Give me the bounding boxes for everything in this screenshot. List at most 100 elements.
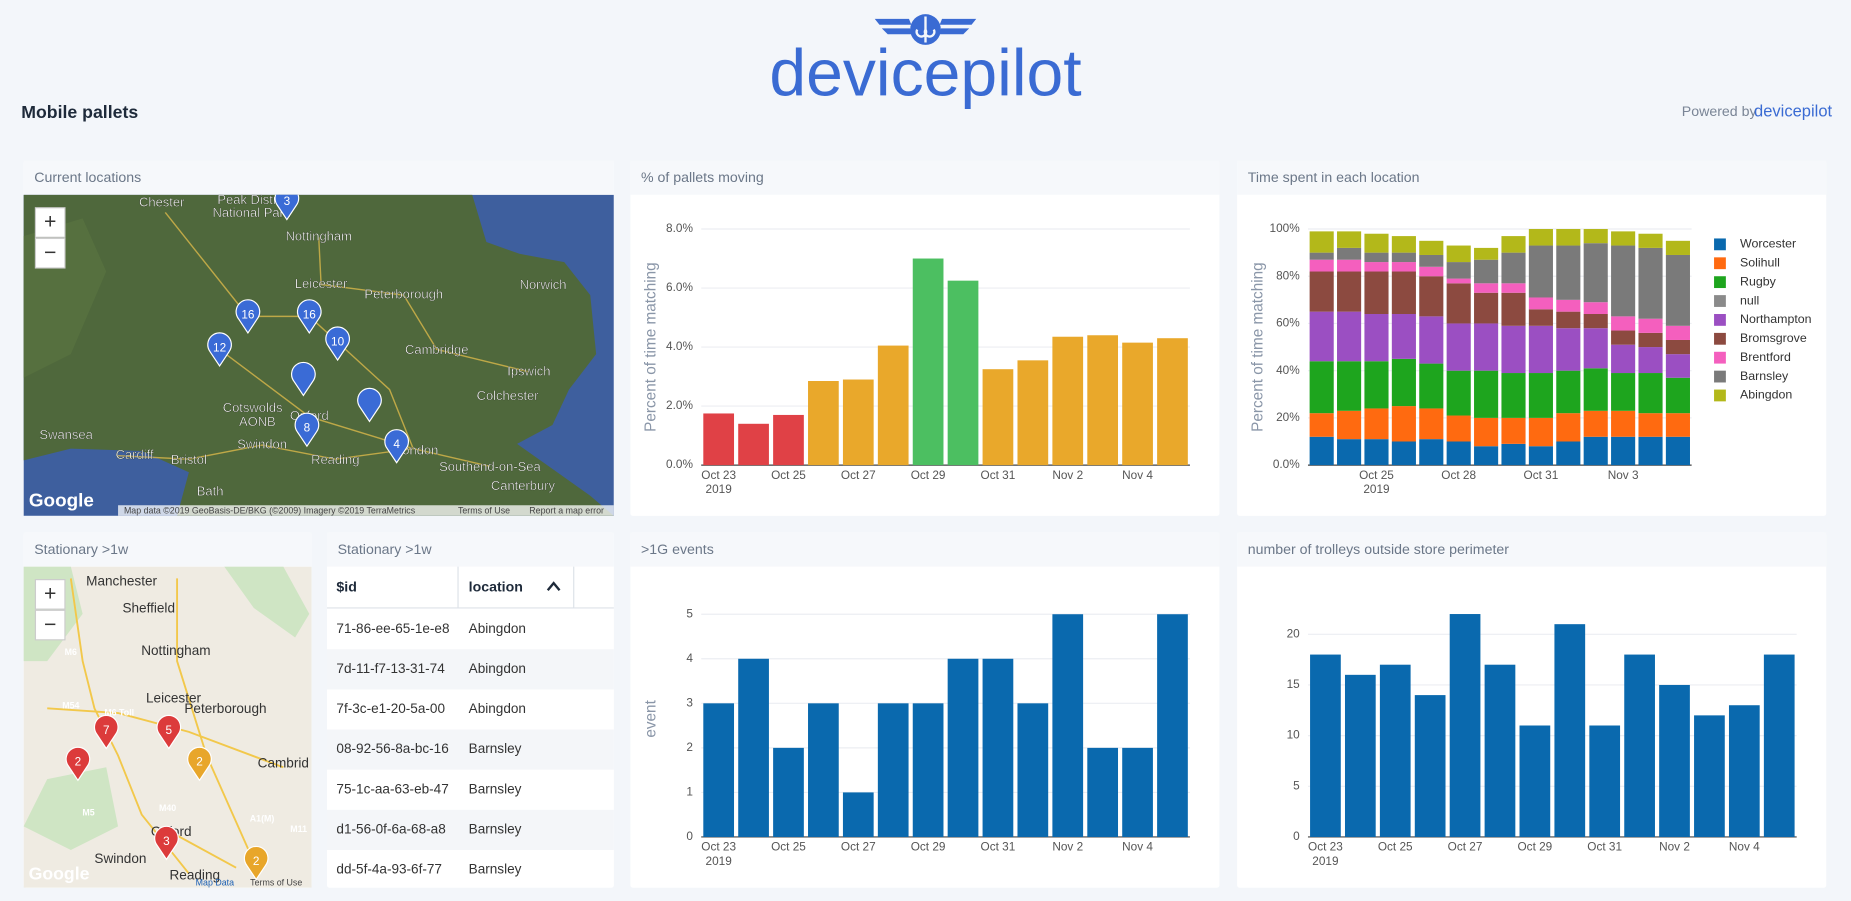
bar-segment [1474, 370, 1499, 418]
map-logo: Google [29, 863, 90, 883]
bar-segment [1309, 259, 1334, 272]
attribution-bar [118, 505, 614, 516]
panel-header [630, 532, 1220, 567]
table-cell: Barnsley [469, 741, 522, 756]
bar-segment [1446, 262, 1471, 279]
bar-segment [1556, 328, 1581, 371]
powered-by: Powered by [1682, 104, 1758, 120]
bar-segment [1611, 245, 1636, 317]
bar-segment [1583, 410, 1608, 437]
legend-label: Barnsley [1740, 369, 1789, 383]
x-tick-label: Nov 4 [1122, 840, 1153, 854]
cluster-count: 16 [303, 307, 317, 321]
legend-swatch [1714, 332, 1726, 345]
zoom-button[interactable] [34, 609, 66, 641]
bar-segment [1665, 436, 1690, 466]
bar-segment [1501, 417, 1526, 444]
map-land [23, 194, 614, 516]
zoom-button[interactable] [34, 207, 66, 238]
bar-segment [1474, 292, 1499, 324]
table-cell: Barnsley [469, 862, 522, 877]
legend-label: Solihull [1740, 256, 1780, 270]
table-cell: 71-86-ee-65-1e-e8 [336, 621, 449, 636]
bar-segment [1309, 436, 1334, 466]
bar [947, 658, 979, 837]
bar-segment [1474, 323, 1499, 371]
map-place: Nottingham [141, 643, 210, 658]
x-tick-label: Oct 29 [1517, 840, 1552, 854]
bar-segment [1419, 363, 1444, 409]
y-tick-label: 40% [1276, 363, 1300, 377]
bar-segment [1638, 347, 1663, 374]
x-tick-label: Oct 23 [701, 468, 736, 482]
legend-swatch [1714, 314, 1726, 326]
bar [982, 658, 1014, 837]
bar-segment [1364, 361, 1389, 409]
table-cell: 7d-11-f7-13-31-74 [336, 661, 445, 676]
bar-segment [1337, 311, 1362, 362]
road-label: M40 [159, 803, 176, 813]
x-tick-label: Oct 28 [1441, 468, 1476, 482]
bar-segment [1665, 325, 1690, 340]
map-place: Peterborough [364, 287, 443, 302]
bar-segment [1309, 231, 1334, 253]
cluster-count: 2 [196, 755, 203, 769]
row-stripe [326, 809, 614, 850]
bar-segment [1583, 436, 1608, 466]
bar-segment [1528, 417, 1553, 447]
bar-segment [1364, 408, 1389, 440]
y-tick-label: 4.0% [666, 339, 693, 353]
bar-segment [1665, 254, 1690, 326]
bar-segment [1309, 271, 1334, 312]
bar [947, 280, 979, 466]
x-tick-label: Oct 31 [981, 840, 1016, 854]
cluster-count: 3 [163, 834, 170, 848]
x-tick-sublabel: 2019 [1312, 854, 1338, 868]
bar [982, 369, 1014, 466]
y-tick-label: 20 [1287, 626, 1301, 640]
x-tick-label: Oct 27 [841, 468, 876, 482]
bar-segment [1446, 370, 1471, 416]
row-stripe [326, 729, 614, 770]
column-header: location [469, 580, 523, 596]
bar [1310, 654, 1341, 837]
bar-segment [1528, 373, 1553, 418]
map-place: Chester [139, 194, 185, 209]
bar-segment [1556, 311, 1581, 329]
bar [1728, 705, 1760, 837]
bar [1694, 715, 1725, 837]
bar-segment [1501, 443, 1526, 466]
map-pin [291, 361, 316, 397]
x-tick-label: Oct 27 [841, 840, 876, 854]
bar [1122, 342, 1153, 466]
bar-segment [1364, 271, 1389, 315]
zoom-label: − [44, 240, 56, 264]
bar [842, 792, 874, 837]
map-marker [154, 825, 179, 861]
zoom-button[interactable] [34, 579, 66, 610]
map-place: Reading [170, 867, 221, 882]
row-stripe [326, 649, 614, 690]
legend-label: Northampton [1740, 312, 1812, 326]
panel-header [23, 160, 614, 195]
map-place: Cotswolds [223, 400, 283, 415]
map-place: Colchester [477, 388, 540, 403]
table-cell: dd-5f-4a-93-6f-77 [336, 862, 442, 877]
bar-segment [1583, 302, 1608, 315]
bar-segment [1446, 245, 1471, 263]
bar-segment [1638, 233, 1663, 248]
bar-segment [1474, 417, 1499, 447]
brand: devicepilot [769, 36, 1081, 110]
legend-label: Brentford [1740, 350, 1791, 364]
powered-brand: devicepilot [1754, 102, 1832, 121]
bar [773, 747, 804, 837]
bar [808, 703, 839, 837]
panel-title: Time spent in each location [1248, 170, 1420, 186]
road-label: M6 Toll [104, 707, 134, 717]
bar-segment [1364, 314, 1389, 362]
map-place: Leicester [295, 276, 348, 291]
cluster-count: 2 [253, 854, 260, 868]
bar-segment [1419, 266, 1444, 277]
legend-label: Bromsgrove [1740, 331, 1807, 345]
zoom-button[interactable] [34, 237, 66, 269]
